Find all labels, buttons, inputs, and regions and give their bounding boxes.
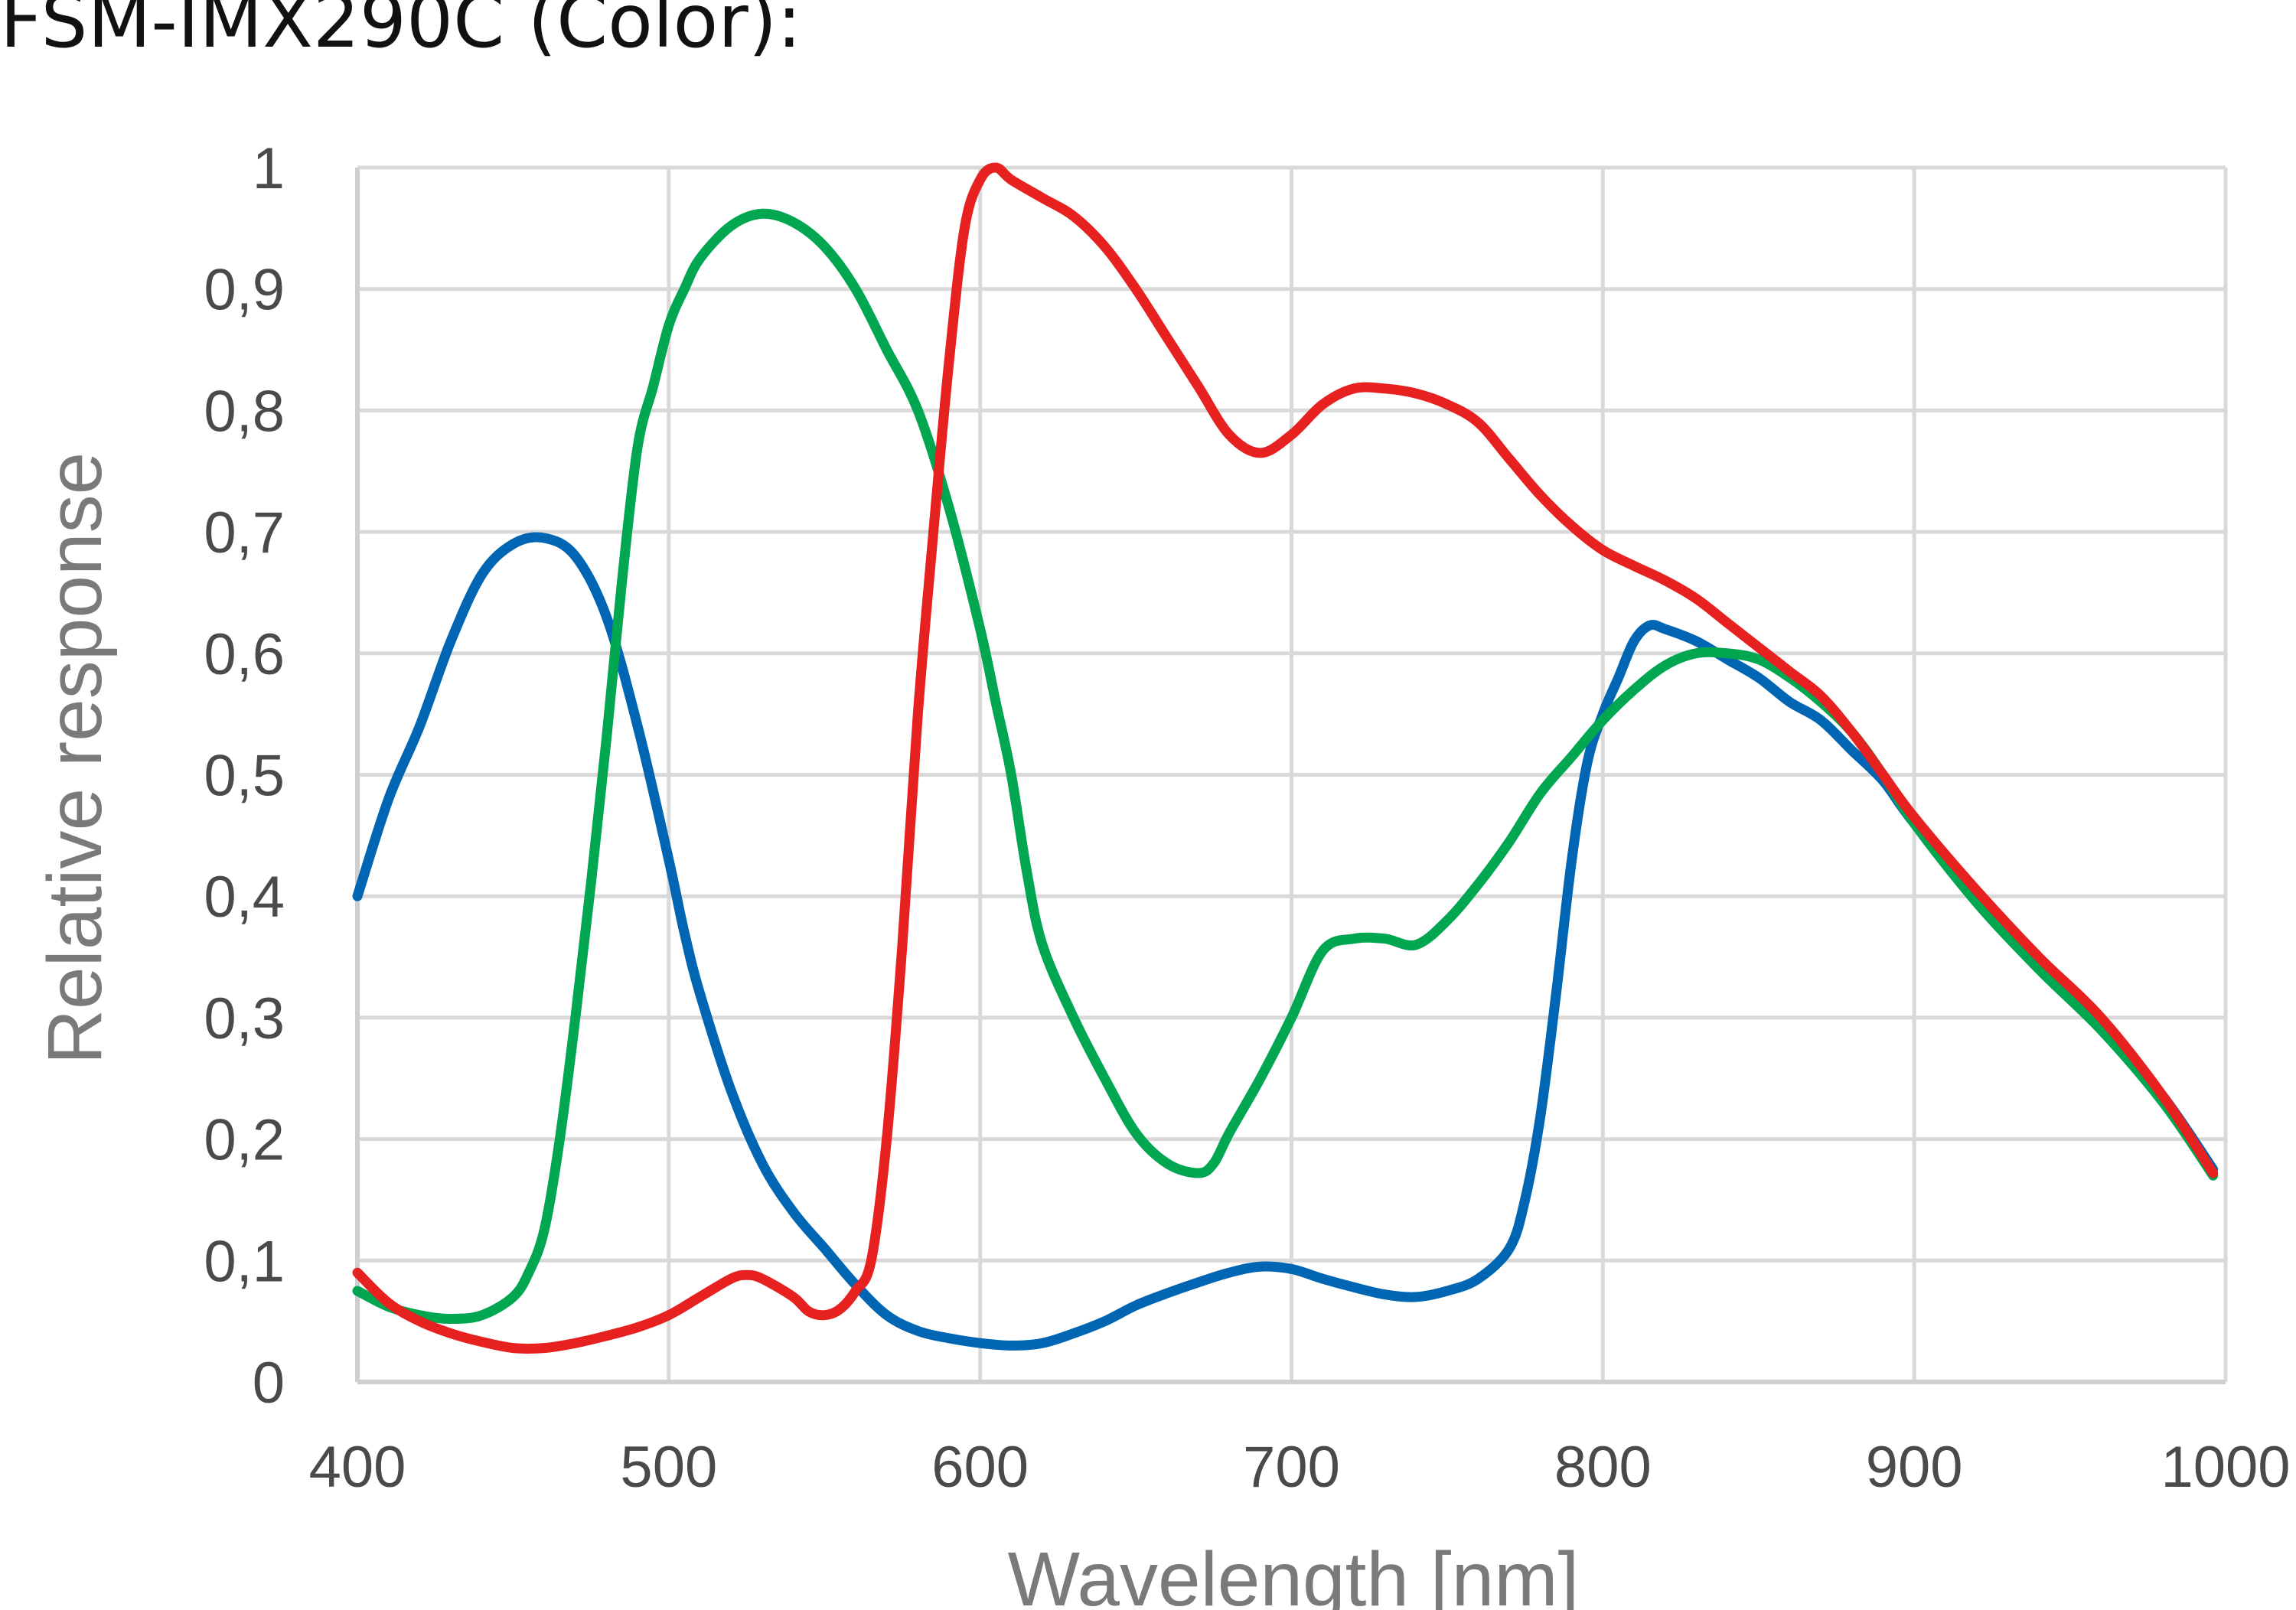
y-tick-label: 0,8 xyxy=(204,379,285,444)
x-axis-label: Wavelength [nm] xyxy=(1008,1537,1580,1610)
y-tick-label: 0,5 xyxy=(204,744,285,809)
y-tick-label: 0,6 xyxy=(204,622,285,687)
y-axis-label: Relative response xyxy=(32,452,118,1064)
x-tick-label: 800 xyxy=(1554,1435,1652,1500)
x-tick-label: 700 xyxy=(1243,1435,1340,1500)
series-line-1 xyxy=(352,532,2219,1351)
series-line-3 xyxy=(352,162,2219,1354)
y-tick-label: 0,9 xyxy=(204,258,285,323)
y-tick-labels: 0 0,1 0,2 0,3 0,4 0,5 0,6 0,7 0,8 0,9 1 xyxy=(204,136,285,1416)
series-line-2 xyxy=(352,208,2219,1324)
x-tick-label: 500 xyxy=(620,1435,717,1500)
x-tick-labels: 400 500 600 700 800 900 1000 xyxy=(309,1435,2291,1500)
chart-title: FSM-IMX290C (Color): xyxy=(0,0,802,64)
y-tick-label: 1 xyxy=(253,136,285,201)
y-tick-label: 0 xyxy=(253,1351,285,1416)
y-tick-label: 0,1 xyxy=(204,1229,285,1294)
x-tick-label: 600 xyxy=(931,1435,1029,1500)
x-tick-label: 1000 xyxy=(2161,1435,2290,1500)
y-tick-label: 0,3 xyxy=(204,986,285,1051)
x-tick-label: 400 xyxy=(309,1435,406,1500)
grid xyxy=(357,165,2228,1382)
y-tick-label: 0,7 xyxy=(204,500,285,565)
axes xyxy=(355,168,2226,1384)
series-lines xyxy=(352,162,2219,1354)
y-tick-label: 0,4 xyxy=(204,865,285,930)
y-tick-label: 0,2 xyxy=(204,1108,285,1173)
x-tick-label: 900 xyxy=(1866,1435,1963,1500)
